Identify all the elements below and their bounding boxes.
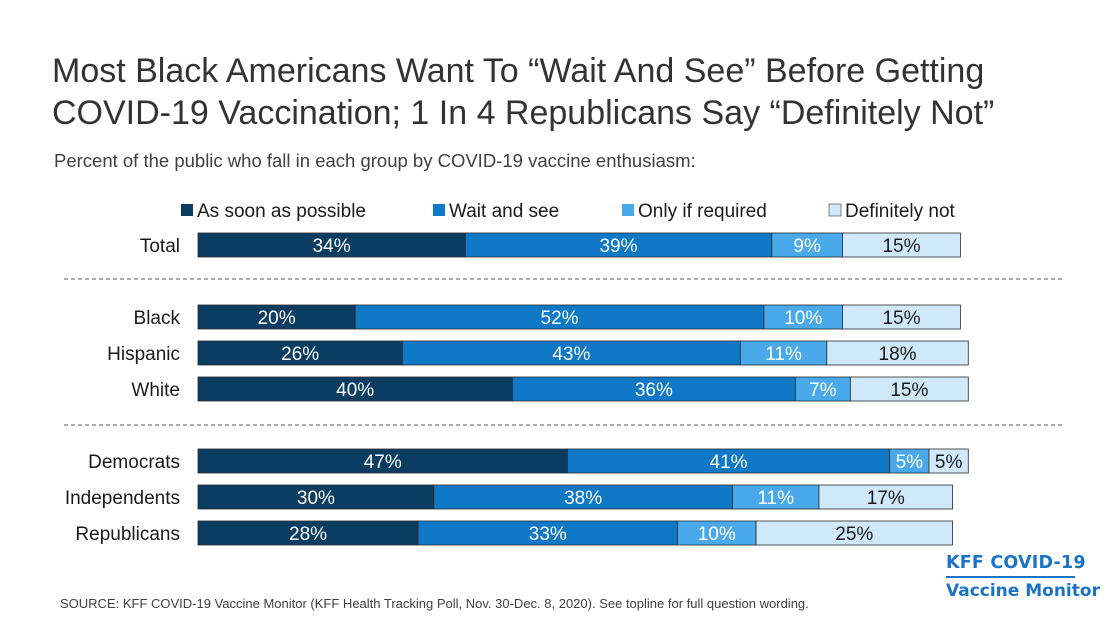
- data-label-republicans-only-if-required: 10%: [698, 524, 736, 545]
- data-label-democrats-definitely-not: 5%: [935, 452, 963, 473]
- bar-segment-white-definitely-not: [849, 376, 969, 402]
- legend-label-as-soon-as-possible: As soon as possible: [197, 201, 366, 222]
- bar-segment-black-definitely-not: [842, 304, 961, 330]
- data-label-democrats-as-soon-as-possible: 47%: [364, 452, 402, 473]
- category-label-independents: Independents: [65, 488, 180, 509]
- data-label-democrats-wait-and-see: 41%: [710, 452, 748, 473]
- bar-segment-hispanic-definitely-not: [826, 340, 969, 366]
- category-label-black: Black: [134, 308, 181, 329]
- legend-swatch-definitely-not: [828, 203, 842, 217]
- data-label-black-definitely-not: 15%: [882, 308, 920, 329]
- category-label-republicans: Republicans: [75, 524, 180, 545]
- bar-segment-total-only-if-required: [771, 232, 843, 258]
- category-label-democrats: Democrats: [88, 452, 180, 473]
- data-label-independents-only-if-required: 11%: [757, 488, 794, 509]
- category-label-white: White: [131, 380, 180, 401]
- bar-segment-total-as-soon-as-possible: [197, 232, 466, 258]
- chart-subtitle: Percent of the public who fall in each g…: [54, 150, 696, 171]
- bar-segment-independents-as-soon-as-possible: [197, 484, 435, 510]
- bar-segment-independents-definitely-not: [818, 484, 953, 510]
- data-label-hispanic-definitely-not: 18%: [879, 344, 917, 365]
- bar-segment-total-wait-and-see: [464, 232, 773, 258]
- data-label-total-only-if-required: 9%: [793, 236, 821, 257]
- bar-segment-republicans-wait-and-see: [417, 520, 678, 546]
- data-label-white-only-if-required: 7%: [809, 380, 837, 401]
- legend-swatch-as-soon-as-possible: [181, 204, 193, 216]
- bar-segment-democrats-definitely-not: [928, 448, 969, 474]
- bar-segment-republicans-only-if-required: [677, 520, 757, 546]
- bar-segment-democrats-wait-and-see: [567, 448, 891, 474]
- bar-segment-democrats-as-soon-as-possible: [197, 448, 568, 474]
- data-label-white-as-soon-as-possible: 40%: [336, 380, 374, 401]
- chart-title: Most Black Americans Want To “Wait And S…: [52, 50, 1092, 134]
- kff-logo: KFF COVID-19 Vaccine Monitor: [946, 553, 1100, 601]
- data-label-hispanic-only-if-required: 11%: [765, 344, 802, 365]
- data-label-black-only-if-required: 10%: [784, 308, 822, 329]
- data-label-total-wait-and-see: 39%: [599, 236, 637, 257]
- data-label-independents-definitely-not: 17%: [867, 488, 905, 509]
- data-label-black-as-soon-as-possible: 20%: [258, 308, 296, 329]
- data-label-republicans-wait-and-see: 33%: [529, 524, 567, 545]
- data-label-total-as-soon-as-possible: 34%: [313, 236, 351, 257]
- data-label-republicans-definitely-not: 25%: [835, 524, 873, 545]
- bar-segment-independents-only-if-required: [732, 484, 820, 510]
- legend-label-only-if-required: Only if required: [638, 201, 767, 222]
- data-label-hispanic-wait-and-see: 43%: [552, 344, 590, 365]
- bar-segment-total-definitely-not: [842, 232, 961, 258]
- data-label-white-wait-and-see: 36%: [635, 380, 673, 401]
- source-note: SOURCE: KFF COVID-19 Vaccine Monitor (KF…: [60, 596, 809, 611]
- legend-label-definitely-not: Definitely not: [845, 201, 956, 222]
- bar-segment-hispanic-wait-and-see: [401, 340, 741, 366]
- chart-title-line-2: COVID-19 Vaccination; 1 In 4 Republicans…: [52, 94, 995, 132]
- logo-line-2: Vaccine Monitor: [946, 581, 1100, 601]
- data-label-independents-as-soon-as-possible: 30%: [297, 488, 335, 509]
- bar-segment-democrats-only-if-required: [889, 448, 930, 474]
- data-label-white-definitely-not: 15%: [890, 380, 928, 401]
- bar-segment-republicans-definitely-not: [755, 520, 953, 546]
- bar-segment-white-as-soon-as-possible: [197, 376, 513, 402]
- data-label-total-definitely-not: 15%: [882, 236, 920, 257]
- bar-segment-black-as-soon-as-possible: [197, 304, 356, 330]
- legend-swatch-wait-and-see: [433, 204, 445, 216]
- category-label-hispanic: Hispanic: [107, 344, 180, 365]
- legend-label-wait-and-see: Wait and see: [449, 201, 559, 222]
- chart-title-line-1: Most Black Americans Want To “Wait And S…: [52, 52, 985, 90]
- bar-segment-hispanic-as-soon-as-possible: [197, 340, 403, 366]
- data-label-democrats-only-if-required: 5%: [896, 452, 924, 473]
- bar-segment-hispanic-only-if-required: [739, 340, 828, 366]
- data-label-black-wait-and-see: 52%: [541, 308, 579, 329]
- data-label-hispanic-as-soon-as-possible: 26%: [281, 344, 319, 365]
- data-label-independents-wait-and-see: 38%: [564, 488, 602, 509]
- data-label-republicans-as-soon-as-possible: 28%: [289, 524, 327, 545]
- bar-segment-republicans-as-soon-as-possible: [197, 520, 419, 546]
- category-label-total: Total: [140, 236, 180, 257]
- logo-line-1: KFF COVID-19: [946, 553, 1086, 578]
- legend-swatch-only-if-required: [622, 204, 634, 216]
